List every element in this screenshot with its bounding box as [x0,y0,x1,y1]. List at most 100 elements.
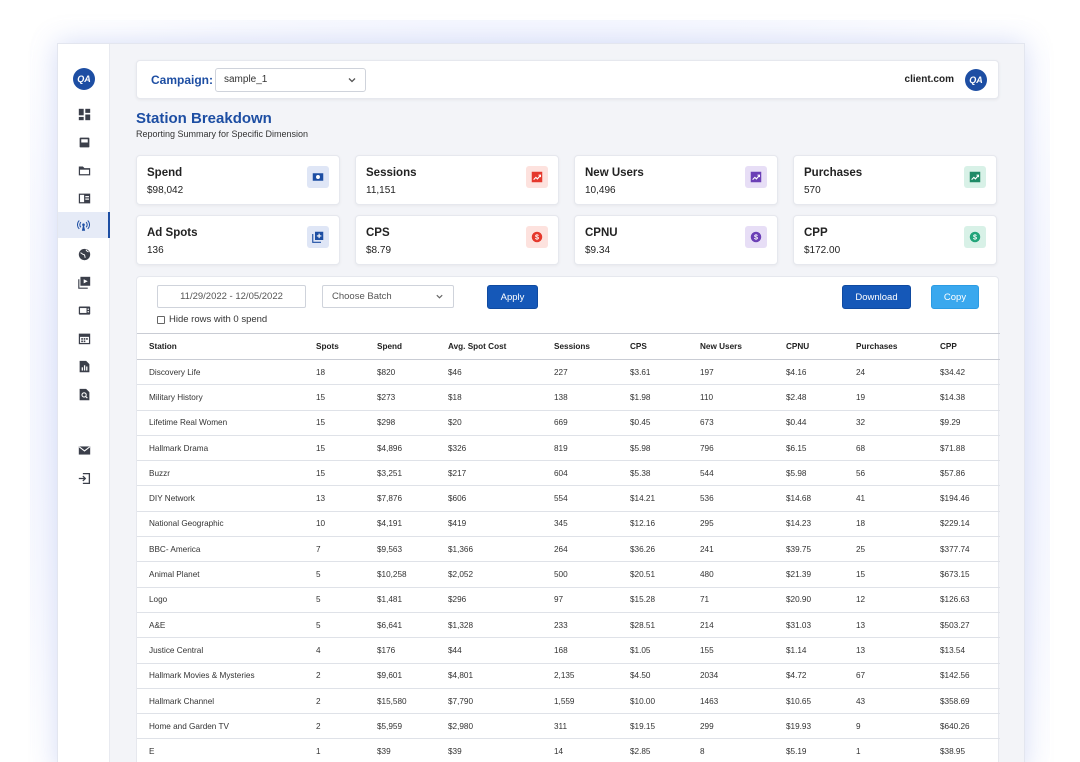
calendar-icon[interactable] [58,325,110,351]
folder-icon[interactable] [58,157,110,183]
logout-icon[interactable] [58,465,110,491]
stat-card-label: CPNU [585,227,618,239]
search-document-icon[interactable] [58,381,110,407]
table-cell: $36.26 [618,536,688,563]
table-cell: 2 [304,688,365,715]
apply-button[interactable]: Apply [487,285,538,309]
table-cell: 19 [844,384,928,411]
column-header[interactable]: Purchases [844,333,928,360]
column-header[interactable]: Spots [304,333,365,360]
table-cell: $10.65 [774,688,844,715]
table-cell: $2.48 [774,384,844,411]
inbox-icon[interactable] [58,129,110,155]
table-cell: $6,641 [365,612,436,639]
table-cell: 168 [542,637,618,664]
table-cell: $18 [436,384,542,411]
tv-icon[interactable] [58,297,110,323]
table-cell: $15.28 [618,587,688,613]
table-cell: $2,052 [436,561,542,588]
stat-card-purchases: Purchases 570 [793,155,997,205]
table-cell: $0.45 [618,410,688,436]
table-cell: $1.05 [618,637,688,664]
table-cell: 480 [688,561,774,588]
globe-icon[interactable] [58,241,110,267]
column-header[interactable]: Spend [365,333,436,360]
table-cell: 1 [304,738,365,762]
date-range-input[interactable]: 11/29/2022 - 12/05/2022 [157,285,306,308]
table-cell: 15 [844,561,928,588]
table-cell: $20.90 [774,587,844,613]
table-cell: 9 [844,713,928,740]
table-cell: $2,980 [436,713,542,740]
stat-card-cps: CPS $8.79 $ [355,215,559,265]
table-cell: $14.68 [774,485,844,512]
stat-card-sessions: Sessions 11,151 [355,155,559,205]
table-cell: 155 [688,637,774,664]
broadcast-icon[interactable] [58,212,110,238]
table-cell: 819 [542,435,618,462]
page-subtitle: Reporting Summary for Specific Dimension [136,129,309,139]
table-cell: 15 [304,410,365,436]
column-header[interactable]: CPS [618,333,688,360]
table-cell: 14 [542,738,618,762]
table-cell: $9,601 [365,663,436,689]
video-icon[interactable] [58,269,110,295]
report-icon[interactable] [58,353,110,379]
table-cell: 7 [304,536,365,563]
batch-select[interactable]: Choose Batch [322,285,454,308]
column-header[interactable]: CPP [928,333,1000,360]
table-row: National Geographic 10 $4,191 $419 345 $12.16… [137,511,1000,538]
table-cell: A&E [137,612,304,639]
column-header[interactable]: Avg. Spot Cost [436,333,542,360]
table-cell: $1,481 [365,587,436,613]
table-cell: $12.16 [618,511,688,538]
download-button[interactable]: Download [842,285,911,309]
column-header[interactable]: Station [137,333,304,360]
table-cell: $4.16 [774,359,844,386]
column-header[interactable]: Sessions [542,333,618,360]
layout-icon[interactable] [58,185,110,211]
table-cell: 71 [688,587,774,613]
table-cell: $28.51 [618,612,688,639]
table-cell: $15,580 [365,688,436,715]
stat-card-value: 10,496 [585,185,616,196]
table-cell: $39 [436,738,542,762]
stat-card-value: $9.34 [585,245,611,256]
mail-icon[interactable] [58,437,110,463]
table-cell: $217 [436,460,542,487]
dashboard-icon[interactable] [58,101,110,127]
table-cell: 110 [688,384,774,411]
table-cell: Military History [137,384,304,411]
table-cell: 311 [542,713,618,740]
hide-zero-spend-toggle[interactable]: Hide rows with 0 spend [157,314,267,325]
table-cell: 4 [304,637,365,664]
table-cell: 197 [688,359,774,386]
table-row: Logo 5 $1,481 $296 97 $15.28 71 $20.90 12 $126.63 [137,587,1000,613]
page-title: Station Breakdown [136,110,272,127]
campaign-select[interactable]: sample_1 [215,68,366,92]
hide-zero-spend-checkbox[interactable] [157,315,165,324]
table-cell: 138 [542,384,618,411]
table-cell: Justice Central [137,637,304,664]
table-cell: 15 [304,435,365,462]
column-header[interactable]: New Users [688,333,774,360]
app-logo[interactable]: QA [73,68,95,90]
trend-icon [745,166,767,188]
svg-text:$: $ [973,233,977,241]
station-table-panel: 11/29/2022 - 12/05/2022 Choose Batch App… [136,276,1000,762]
chevron-down-icon [348,78,356,83]
table-cell: $10,258 [365,561,436,588]
table-cell: $19.93 [774,713,844,740]
table-cell: 24 [844,359,928,386]
table-cell: 56 [844,460,928,487]
column-header[interactable]: CPNU [774,333,844,360]
table-cell: $14.38 [928,384,1000,411]
table-cell: $229.14 [928,511,1000,538]
table-cell: $3,251 [365,460,436,487]
copy-button[interactable]: Copy [931,285,979,309]
client-avatar[interactable]: QA [965,69,987,91]
stat-card-label: CPP [804,227,828,239]
table-cell: 536 [688,485,774,512]
dollar-icon: $ [745,226,767,248]
table-cell: Buzzr [137,460,304,487]
